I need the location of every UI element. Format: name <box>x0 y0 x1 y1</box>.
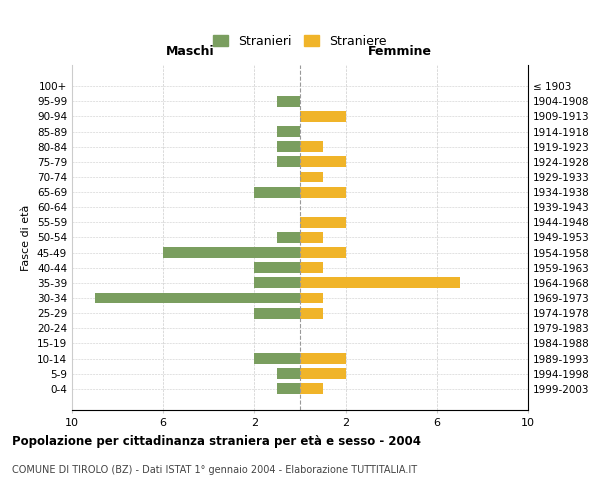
Bar <box>300 368 346 379</box>
Bar <box>254 278 300 288</box>
Bar <box>300 278 460 288</box>
Bar <box>300 384 323 394</box>
Text: Femmine: Femmine <box>368 45 433 58</box>
Bar <box>300 262 323 273</box>
Text: COMUNE DI TIROLO (BZ) - Dati ISTAT 1° gennaio 2004 - Elaborazione TUTTITALIA.IT: COMUNE DI TIROLO (BZ) - Dati ISTAT 1° ge… <box>12 465 417 475</box>
Bar <box>254 308 300 318</box>
Bar <box>300 308 323 318</box>
Bar <box>300 156 346 168</box>
Bar <box>300 172 323 182</box>
Text: Maschi: Maschi <box>166 45 215 58</box>
Bar <box>300 353 346 364</box>
Bar <box>254 353 300 364</box>
Text: Popolazione per cittadinanza straniera per età e sesso - 2004: Popolazione per cittadinanza straniera p… <box>12 435 421 448</box>
Bar <box>277 384 300 394</box>
Bar <box>300 232 323 243</box>
Bar <box>300 217 346 228</box>
Bar <box>277 232 300 243</box>
Bar <box>277 126 300 137</box>
Bar <box>277 96 300 106</box>
Bar <box>277 368 300 379</box>
Bar <box>254 262 300 273</box>
Bar <box>163 247 300 258</box>
Bar <box>300 247 346 258</box>
Legend: Stranieri, Straniere: Stranieri, Straniere <box>208 30 392 53</box>
Bar <box>95 292 300 304</box>
Bar <box>300 111 346 122</box>
Bar <box>277 156 300 168</box>
Bar <box>277 141 300 152</box>
Bar <box>300 141 323 152</box>
Bar <box>254 186 300 198</box>
Bar <box>300 186 346 198</box>
Bar <box>300 292 323 304</box>
Y-axis label: Fasce di età: Fasce di età <box>22 204 31 270</box>
